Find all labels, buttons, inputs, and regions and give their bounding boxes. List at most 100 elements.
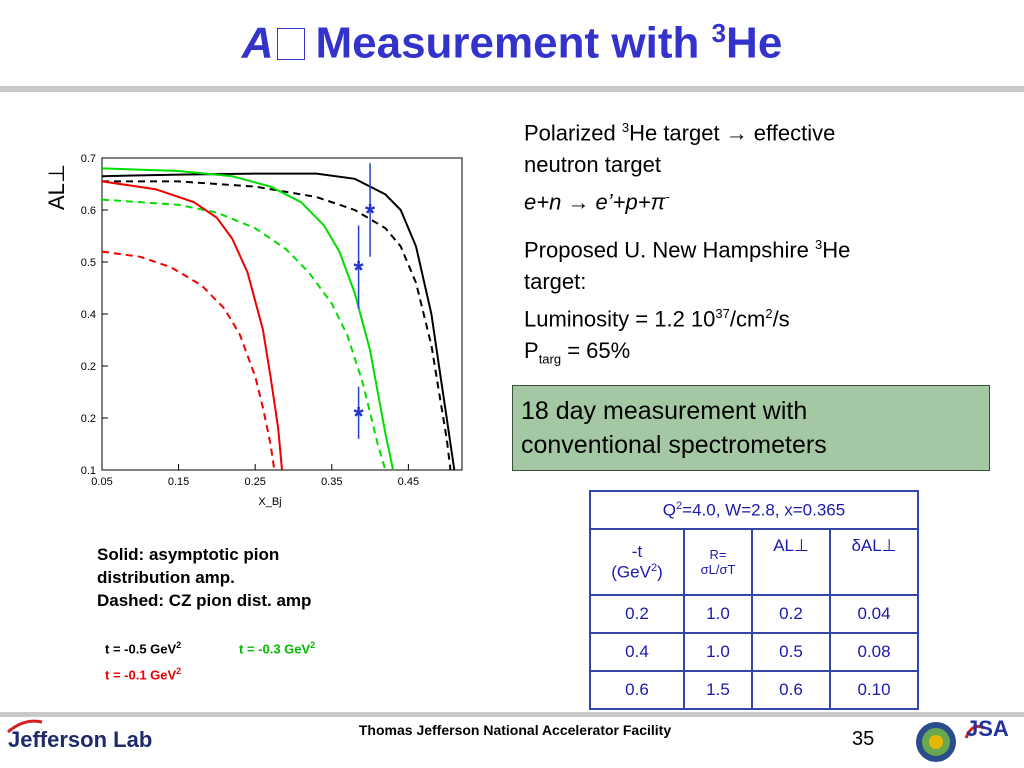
table-row: 0.6 1.5 0.6 0.10	[589, 670, 919, 710]
text: )	[657, 562, 663, 582]
header-r: R= σL/σT	[683, 528, 753, 596]
arrow-icon: →	[567, 189, 590, 215]
curve-legend: Solid: asymptotic pion distribution amp.…	[97, 543, 311, 612]
cell: 0.4	[589, 632, 685, 672]
x-tick-label: 0.05	[91, 476, 112, 488]
chart-data-points: ***	[354, 163, 376, 439]
measurement-callout: 18 day measurement with conventional spe…	[512, 385, 990, 471]
cell: 0.6	[751, 670, 831, 710]
series-line-5	[101, 250, 276, 471]
arrow-icon: →	[725, 120, 748, 146]
legend-dashed: Dashed: CZ pion dist. amp	[97, 591, 312, 610]
data-point-2: *	[354, 401, 365, 431]
text: t = -0.5 GeV	[105, 641, 177, 657]
cell: 0.2	[589, 594, 685, 634]
text: Proposed U. New Hampshire	[524, 236, 816, 262]
cell: 0.08	[829, 632, 919, 672]
series-line-1	[102, 180, 452, 471]
page-number: 35	[852, 728, 875, 750]
asymmetry-chart: *** 0.05 0.15 0.25 0.35 0.450.70.60.50.40.20…	[81, 153, 463, 508]
spacer	[524, 219, 1004, 229]
missing-glyph-box	[277, 27, 306, 60]
data-point-0: *	[365, 198, 376, 228]
x-tick-label: 0.15	[168, 476, 189, 488]
cell: 0.2	[751, 594, 831, 634]
text: Polarized	[524, 120, 622, 146]
callout-line: conventional spectrometers	[521, 431, 827, 459]
sup: 2	[765, 305, 773, 321]
jlab-swoosh-icon	[7, 719, 43, 734]
series-line-4	[101, 180, 283, 471]
sup: 3	[815, 236, 823, 252]
jefferson-lab-logo: Jefferson Lab	[8, 727, 153, 752]
plot-frame	[101, 157, 463, 471]
table-title-row: Q2=4.0, W=2.8, x=0.365	[589, 490, 919, 530]
title-superscript: 3	[711, 18, 727, 48]
legend-solid: Solid: asymptotic pion	[97, 545, 280, 564]
sup: 37	[715, 305, 730, 321]
proposal-line: Proposed U. New Hampshire 3He	[524, 229, 1004, 266]
text: = 65%	[561, 338, 631, 364]
jsa-swirl-icon	[964, 724, 985, 739]
sub: targ	[538, 351, 562, 367]
cell: 0.10	[829, 670, 919, 710]
x-axis-label: X_Bj	[258, 496, 281, 508]
text: /s	[772, 306, 790, 332]
footer-divider	[0, 712, 1024, 717]
y-tick-label: 0.4	[81, 309, 96, 321]
y-axis-label: AL⊥	[44, 164, 84, 220]
text: He target	[629, 120, 726, 146]
target-label-line: target:	[524, 268, 587, 294]
cell: 1.5	[683, 670, 753, 710]
x-tick-label: 0.45	[398, 476, 419, 488]
right-text-block: Polarized 3He target → effective neutron…	[524, 112, 1004, 376]
neutron-line: neutron target	[524, 152, 661, 178]
text: Q	[662, 500, 677, 520]
header-dal: δAL⊥	[829, 528, 919, 596]
text: t = -0.1 GeV	[105, 667, 177, 683]
text: e’+p+π	[589, 189, 666, 215]
title-text-end: He	[726, 18, 783, 68]
x-tick-label: 0.35	[321, 476, 342, 488]
text: (GeV	[611, 562, 651, 582]
text: σL/σT	[700, 562, 736, 577]
luminosity-line: Luminosity = 1.2 1037/cm2/s	[524, 298, 1004, 335]
text: R=	[709, 547, 727, 562]
kinematics-table: Q2=4.0, W=2.8, x=0.365 -t (GeV2) R= σL/σT …	[589, 490, 919, 710]
chart-series-group	[101, 167, 456, 471]
table-header-row: -t (GeV2) R= σL/σT AL⊥ δAL⊥	[589, 528, 919, 596]
legend-t05: t = -0.5 GeV2	[105, 640, 181, 656]
callout-line: 18 day measurement with	[521, 397, 808, 425]
y-tick-label: 0.6	[81, 205, 96, 217]
table-row: 0.2 1.0 0.2 0.04	[589, 594, 919, 634]
chart-ticks: 0.05 0.15 0.25 0.35 0.45 0.7 0.6 0.5 0.4 0.2 0.2 0.…	[81, 153, 419, 488]
legend-t03: t = -0.3 GeV2	[239, 640, 315, 656]
legend-t01: t = -0.1 GeV2	[105, 666, 181, 682]
text: t = -0.3 GeV	[239, 641, 311, 657]
title-text: Measurement with	[315, 18, 712, 68]
text: effective	[747, 120, 836, 146]
y-tick-label: 0.2	[81, 413, 96, 425]
cell: 0.6	[589, 670, 685, 710]
sup: 2	[676, 499, 683, 512]
legend-solid-cont: distribution amp.	[97, 568, 235, 587]
institution-name: Thomas Jefferson National Accelerator Fa…	[358, 722, 672, 738]
y-tick-label: 0.1	[81, 465, 96, 477]
y-tick-label: 0.2	[81, 361, 96, 373]
cell: 1.0	[683, 632, 753, 672]
y-tick-label: 0.7	[81, 153, 96, 165]
series-line-3	[101, 198, 387, 471]
sup: 3	[621, 120, 630, 135]
chart-frame	[101, 157, 463, 471]
text: =4.0, W=2.8, x=0.365	[682, 500, 846, 520]
table-title: Q2=4.0, W=2.8, x=0.365	[589, 490, 919, 530]
sup: -	[665, 189, 670, 205]
header-t: -t (GeV2)	[589, 528, 685, 596]
table-row: 0.4 1.0 0.5 0.08	[589, 632, 919, 672]
text: e+n	[524, 189, 568, 215]
title-symbol: A	[241, 18, 274, 68]
jsa-logo: JSA	[966, 716, 1009, 741]
series-line-2	[101, 167, 395, 471]
series-line-0	[101, 172, 456, 471]
text: P	[524, 338, 539, 364]
